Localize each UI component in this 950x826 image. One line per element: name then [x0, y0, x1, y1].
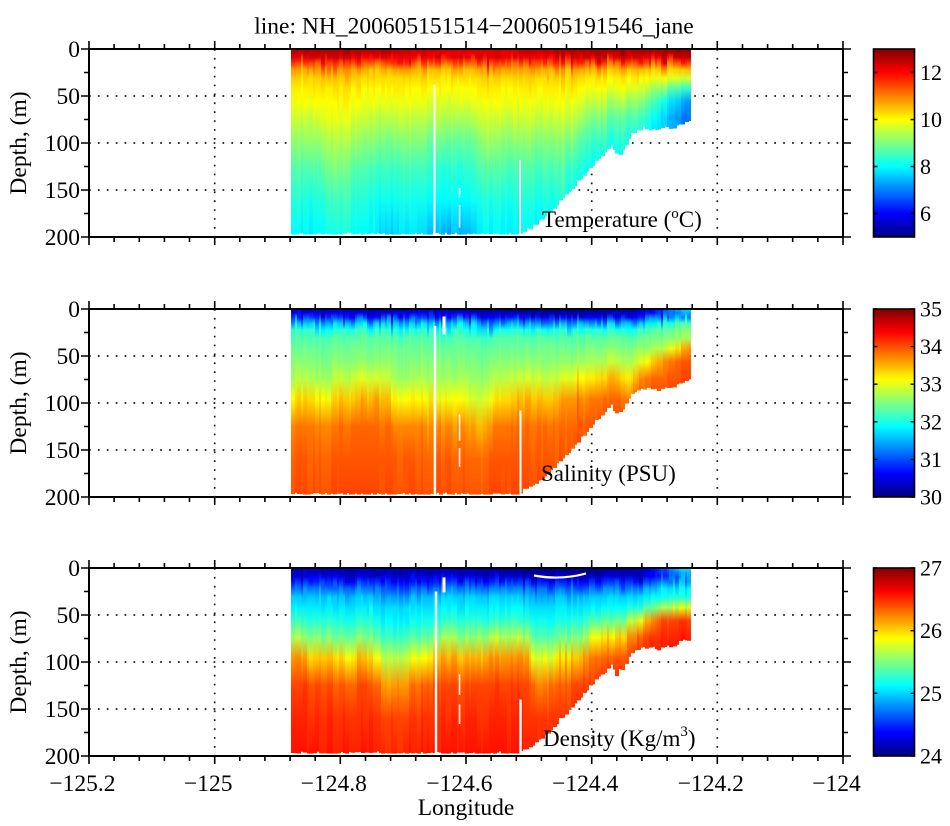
svg-text:35: 35	[920, 297, 942, 322]
svg-text:50: 50	[57, 344, 81, 370]
svg-text:line: NH_200605151514−20060519: line: NH_200605151514−200605191546_jane	[254, 14, 693, 40]
svg-text:−124: −124	[812, 771, 861, 797]
svg-text:−124.4: −124.4	[552, 771, 618, 797]
svg-text:100: 100	[45, 391, 80, 417]
svg-text:12: 12	[920, 60, 942, 85]
svg-text:−125.2: −125.2	[49, 771, 115, 797]
svg-text:8: 8	[920, 154, 931, 179]
svg-text:27: 27	[920, 556, 942, 581]
svg-text:−124.6: −124.6	[426, 771, 492, 797]
svg-text:150: 150	[45, 697, 80, 723]
svg-text:30: 30	[920, 485, 942, 510]
svg-text:50: 50	[57, 84, 81, 110]
svg-text:0: 0	[68, 556, 80, 582]
svg-text:Salinity (PSU): Salinity (PSU)	[541, 461, 676, 486]
svg-text:150: 150	[45, 438, 80, 464]
svg-text:100: 100	[45, 131, 80, 157]
svg-text:34: 34	[920, 334, 942, 359]
svg-text:31: 31	[920, 447, 942, 472]
svg-text:0: 0	[68, 37, 80, 63]
svg-text:26: 26	[920, 618, 942, 643]
svg-text:25: 25	[920, 681, 942, 706]
svg-text:10: 10	[920, 107, 942, 132]
svg-text:Temperature (oC): Temperature (oC)	[542, 206, 702, 232]
svg-text:−124.8: −124.8	[301, 771, 367, 797]
svg-text:0: 0	[68, 297, 80, 323]
svg-text:100: 100	[45, 650, 80, 676]
svg-text:33: 33	[920, 372, 942, 397]
svg-text:−125: −125	[184, 771, 233, 797]
svg-text:Depth, (m): Depth, (m)	[6, 91, 32, 194]
svg-text:24: 24	[920, 744, 942, 769]
svg-text:Depth, (m): Depth, (m)	[6, 351, 32, 454]
svg-text:200: 200	[45, 485, 80, 511]
svg-text:200: 200	[45, 225, 80, 251]
svg-text:150: 150	[45, 178, 80, 204]
svg-text:−124.2: −124.2	[678, 771, 744, 797]
svg-text:Longitude: Longitude	[418, 795, 515, 821]
svg-text:Depth, (m): Depth, (m)	[6, 610, 32, 713]
svg-text:Density (Kg/m3): Density (Kg/m3)	[543, 724, 696, 751]
svg-text:32: 32	[920, 409, 942, 434]
svg-text:6: 6	[920, 201, 931, 226]
svg-text:200: 200	[45, 744, 80, 770]
svg-text:50: 50	[57, 603, 81, 629]
